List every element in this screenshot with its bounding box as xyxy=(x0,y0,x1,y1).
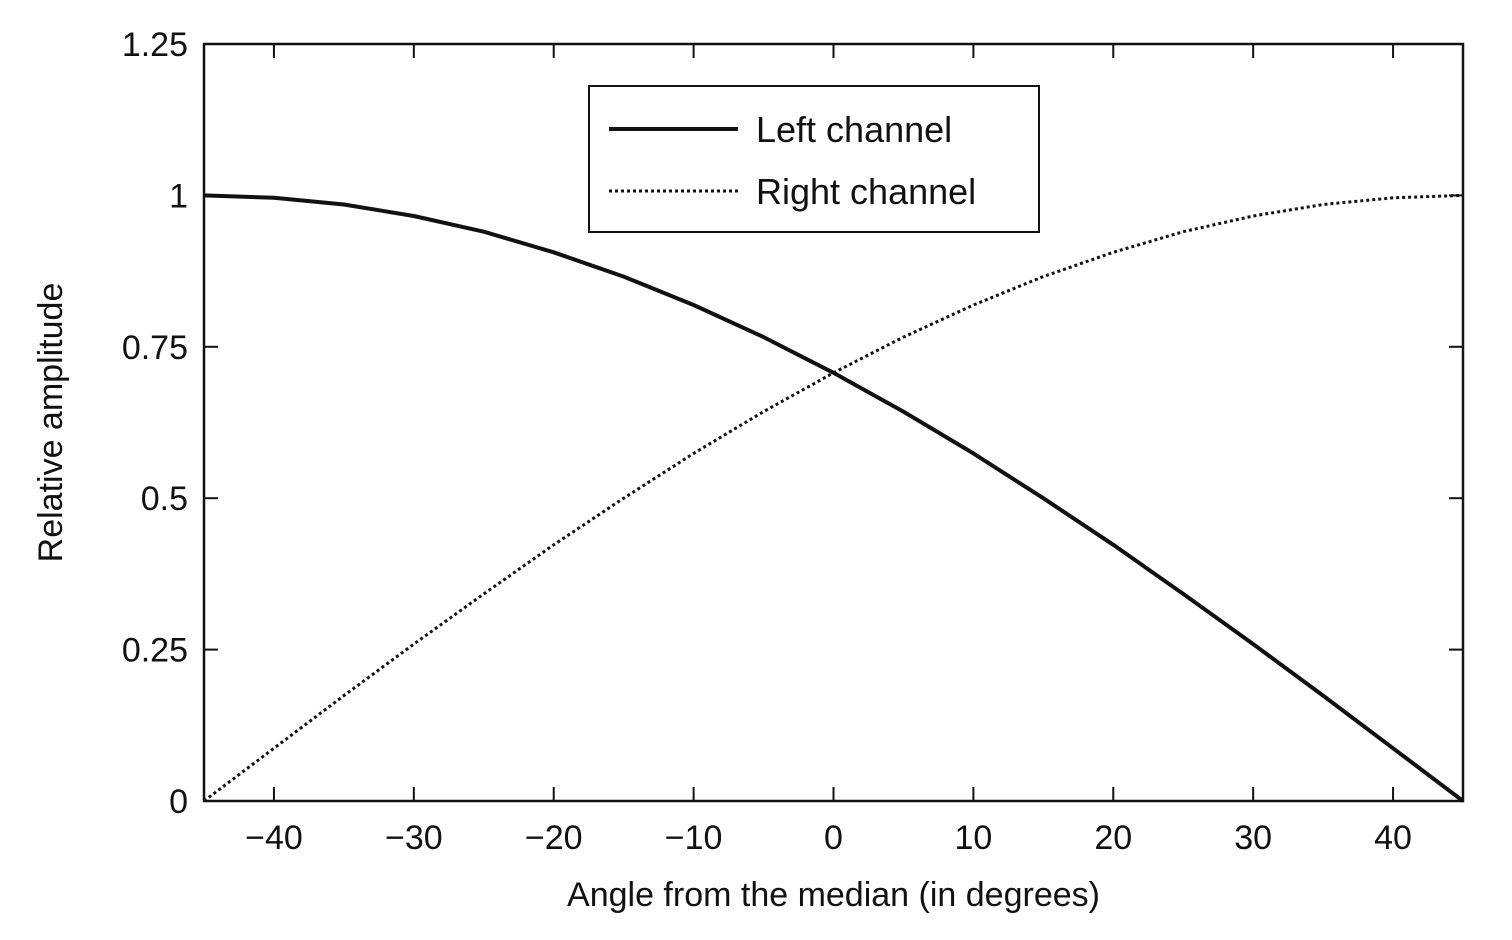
legend-box xyxy=(588,85,1040,233)
y-tick-label: 1 xyxy=(169,177,188,215)
y-tick-label: 0.25 xyxy=(122,632,188,670)
x-axis-label: Angle from the median (in degrees) xyxy=(567,876,1100,914)
x-tick-label: −30 xyxy=(385,819,443,857)
y-tick-label: 0 xyxy=(169,783,188,821)
x-tick-label: 10 xyxy=(954,819,992,857)
y-tick-label: 1.25 xyxy=(122,26,188,64)
series-line-left-channel xyxy=(203,193,1465,803)
x-tick-label: 30 xyxy=(1234,819,1272,857)
x-tick-label: 40 xyxy=(1374,819,1412,857)
legend-label-right-channel: Right channel xyxy=(756,171,976,212)
x-tick-label: −40 xyxy=(245,819,303,857)
series-layer xyxy=(203,193,1465,803)
y-tick-label: 0.75 xyxy=(122,329,188,367)
plot-frame xyxy=(202,42,1465,803)
x-tick-label: 20 xyxy=(1094,819,1132,857)
ticks-layer: −40 −30 −20 −10 0 10 20 30 40 0 0.25 0.5 0.75 1 1.25 xyxy=(122,26,1463,857)
x-tick-label: 0 xyxy=(824,819,843,857)
x-tick-label: −10 xyxy=(665,819,723,857)
series-line-right-channel xyxy=(203,193,1464,803)
legend-label-left-channel: Left channel xyxy=(756,109,952,150)
y-axis-label: Relative amplitude xyxy=(32,283,70,563)
legend: Left channel Right channel xyxy=(588,85,1040,233)
x-tick-label: −20 xyxy=(525,819,583,857)
y-tick-label: 0.5 xyxy=(141,480,188,518)
